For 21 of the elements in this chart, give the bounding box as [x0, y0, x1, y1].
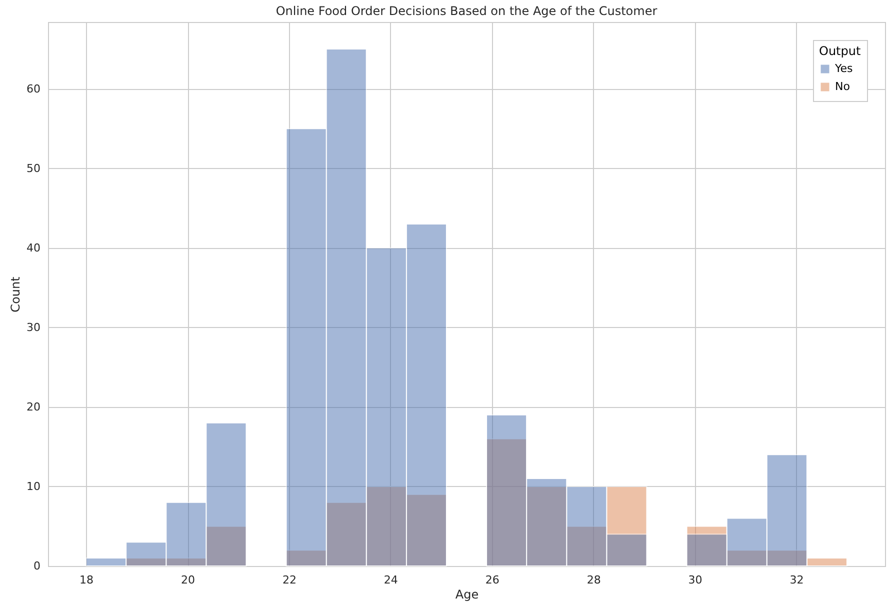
x-tick-label: 22: [282, 574, 296, 586]
y-axis-title: Count: [8, 276, 23, 312]
x-tick-label: 24: [384, 574, 398, 586]
legend-title: Output: [819, 44, 861, 58]
y-tick-label: 40: [26, 241, 40, 254]
y-tick-label: 50: [26, 162, 40, 175]
y-tick-label: 20: [26, 400, 40, 414]
x-tick-label: 18: [80, 574, 94, 586]
y-tick-label: 0: [34, 560, 40, 572]
y-tick-label: 60: [26, 82, 40, 96]
x-tick-label: 20: [181, 574, 195, 586]
y-tick-label: 10: [26, 480, 40, 493]
chart-title: Online Food Order Decisions Based on the Age of the Customer: [276, 4, 658, 18]
x-tick-label: 30: [688, 574, 702, 586]
x-axis-title: Age: [455, 588, 479, 602]
legend-label: No: [835, 80, 850, 93]
x-tick-label: 26: [485, 574, 500, 586]
legend-label: Yes: [834, 62, 854, 75]
x-tick-label: 32: [790, 574, 804, 586]
x-tick-label: 28: [586, 574, 601, 586]
y-tick-label: 30: [26, 320, 40, 334]
